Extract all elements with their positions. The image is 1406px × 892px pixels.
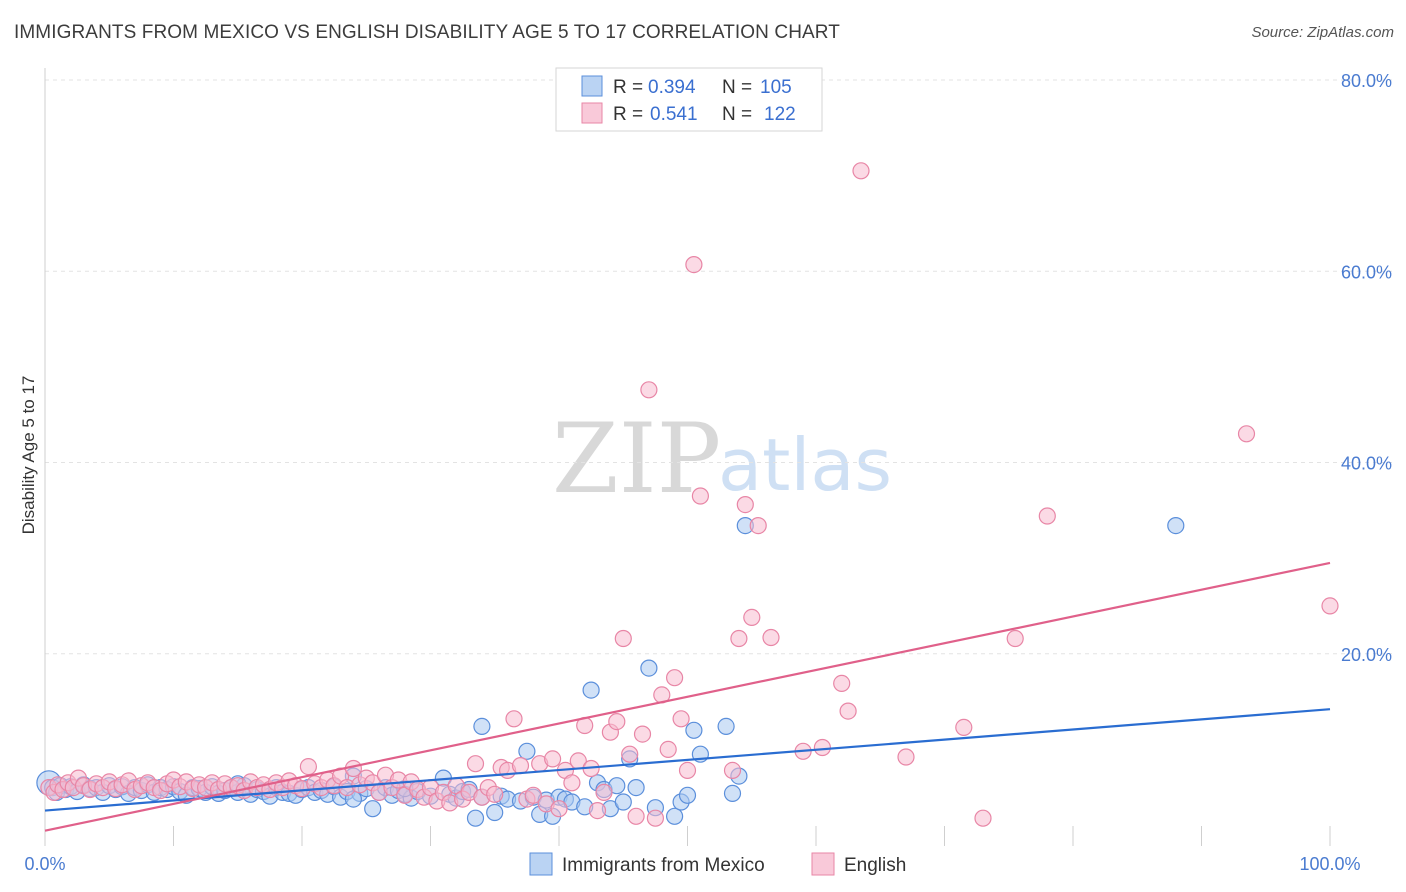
trend-line-english: [44, 561, 1331, 832]
point-immigrants-from-mexico: [1167, 516, 1185, 535]
point-english: [524, 786, 542, 804]
point-english: [833, 674, 851, 693]
point-english: [595, 783, 613, 802]
point-english: [550, 800, 568, 818]
bottom-legend: Immigrants from Mexico English: [529, 852, 906, 876]
point-english: [749, 516, 767, 535]
point-english: [627, 807, 645, 825]
point-english: [730, 629, 748, 648]
point-english: [974, 809, 992, 827]
point-immigrants-from-mexico: [723, 784, 742, 803]
x-ticks: [44, 826, 1331, 846]
point-immigrants-from-mexico: [466, 809, 485, 827]
bottom-legend-swatch-mexico[interactable]: [529, 852, 553, 876]
point-immigrants-from-mexico: [665, 807, 684, 825]
point-english: [299, 757, 317, 776]
point-immigrants-from-mexico: [717, 717, 735, 736]
point-english: [505, 710, 523, 728]
legend-r-value-1: 0.394: [648, 77, 696, 98]
bottom-legend-label-english[interactable]: English: [844, 855, 906, 876]
y-axis-label: Disability Age 5 to 17: [19, 376, 38, 535]
legend-n-label-1: N =: [722, 77, 752, 98]
point-english: [640, 381, 658, 399]
point-immigrants-from-mexico: [473, 717, 491, 736]
point-english: [685, 256, 703, 274]
point-immigrants-from-mexico: [640, 659, 658, 677]
trend-line-immigrants-from-mexico: [44, 708, 1331, 812]
point-english: [646, 809, 665, 827]
point-english: [486, 785, 504, 803]
y-tick-labels: 20.0% 40.0% 60.0% 80.0%: [1341, 71, 1392, 665]
chart-source: Source: ZipAtlas.com: [1251, 24, 1394, 41]
point-english: [897, 748, 915, 766]
point-english: [608, 712, 626, 731]
point-english: [543, 750, 562, 768]
point-english: [1321, 597, 1339, 615]
point-english: [839, 702, 857, 720]
legend-n-label-2: N =: [722, 104, 752, 125]
point-english: [672, 710, 690, 728]
point-immigrants-from-mexico: [364, 800, 382, 818]
bottom-legend-label-mexico[interactable]: Immigrants from Mexico: [562, 855, 765, 876]
point-english: [621, 745, 639, 763]
point-english: [1237, 425, 1256, 443]
point-immigrants-from-mexico: [678, 786, 697, 804]
point-english: [563, 774, 581, 792]
y-tick-label: 60.0%: [1341, 262, 1392, 282]
point-english: [466, 755, 485, 773]
x-tick-label-min: 0.0%: [24, 854, 65, 874]
legend-n-value-1: 105: [760, 77, 792, 98]
legend-r-label-2: R =: [613, 104, 643, 125]
legend-r-label-1: R =: [613, 77, 643, 98]
x-tick-label-max: 100.0%: [1299, 854, 1360, 874]
point-english: [691, 487, 710, 505]
y-tick-label: 80.0%: [1341, 71, 1392, 91]
legend-swatch-pink: [581, 102, 603, 124]
point-immigrants-from-mexico: [582, 681, 600, 699]
point-english: [633, 725, 652, 743]
y-tick-label: 20.0%: [1341, 645, 1392, 665]
series-english: [40, 162, 1339, 827]
grid: [45, 79, 1392, 655]
legend: R = 0.394 N = 105 R = 0.541 N = 122: [555, 67, 823, 132]
point-english: [659, 740, 677, 759]
point-english: [736, 496, 754, 514]
point-english: [723, 761, 742, 780]
point-english: [1038, 507, 1056, 525]
point-immigrants-from-mexico: [614, 793, 632, 811]
watermark-atlas: atlas: [718, 423, 892, 507]
legend-swatch-blue: [581, 75, 603, 97]
legend-n-value-2: 122: [764, 104, 796, 125]
point-english: [852, 162, 870, 180]
point-english: [1006, 629, 1024, 648]
watermark: ZIP atlas: [552, 403, 892, 515]
point-immigrants-from-mexico: [518, 742, 536, 760]
point-english: [588, 801, 607, 820]
point-english: [614, 629, 632, 648]
point-english: [743, 608, 761, 627]
legend-r-value-2: 0.541: [650, 104, 698, 125]
point-english: [955, 718, 973, 737]
point-english: [762, 628, 780, 647]
point-english: [511, 756, 530, 775]
point-english: [678, 761, 697, 780]
point-immigrants-from-mexico: [486, 803, 504, 822]
point-immigrants-from-mexico: [685, 721, 703, 739]
point-english: [813, 738, 832, 757]
point-immigrants-from-mexico: [627, 778, 645, 797]
bottom-legend-swatch-english[interactable]: [811, 852, 835, 876]
point-english: [665, 669, 684, 687]
y-tick-label: 40.0%: [1341, 454, 1392, 474]
chart-title: IMMIGRANTS FROM MEXICO VS ENGLISH DISABI…: [14, 22, 840, 43]
